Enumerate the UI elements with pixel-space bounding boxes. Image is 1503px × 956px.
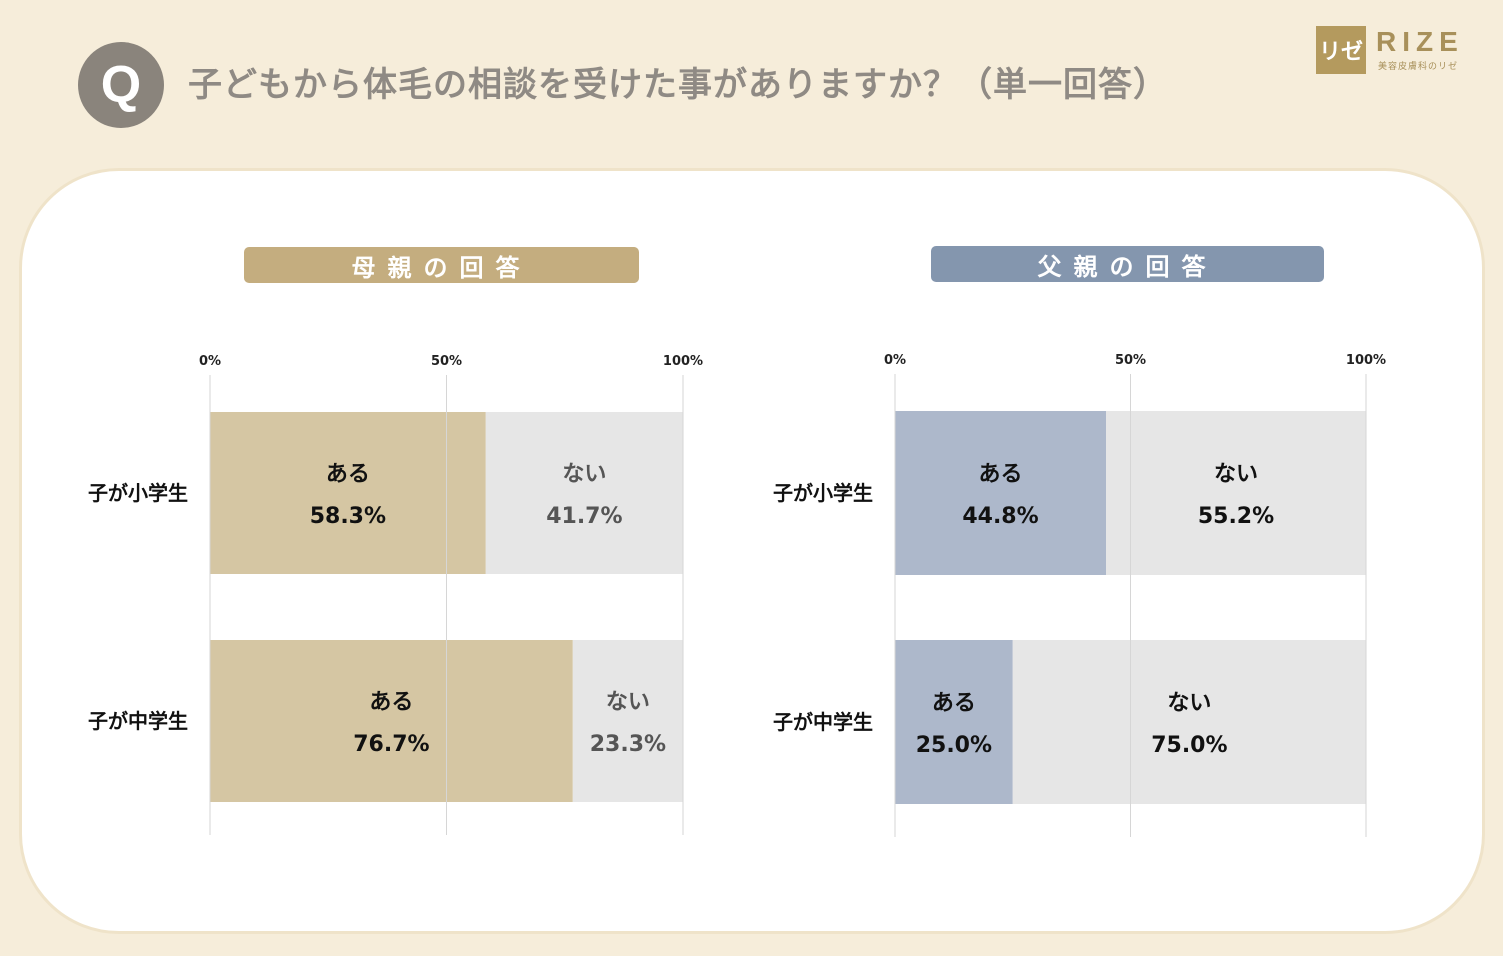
father-value-label: 44.8% (962, 504, 1038, 529)
mother-series-name-label: ある (326, 462, 370, 487)
mother-bar-0-1 (485, 412, 683, 574)
mother-category-label: 子が中学生 (88, 709, 188, 733)
mother-value-label: 76.7% (353, 732, 429, 757)
father-chart-header: 父親の回答 (931, 246, 1324, 282)
father-series-name-label: ある (932, 691, 976, 716)
mother-bar-1-0 (210, 640, 573, 802)
mother-series-name-label: ある (369, 690, 413, 715)
logo-mark: リゼ (1316, 26, 1366, 74)
question-title: 子どもから体毛の相談を受けた事がありますか？（単一回答） (188, 65, 1168, 105)
mother-chart-header: 母親の回答 (244, 247, 639, 283)
father-series-name-label: ない (1214, 462, 1258, 487)
father-category-label: 子が中学生 (773, 710, 873, 734)
father-tick-label: 100% (1346, 353, 1386, 368)
father-bar-1-1 (1012, 640, 1366, 804)
rize-logo: リゼ RIZE 美容皮膚科のリゼ (1316, 26, 1482, 74)
mother-value-label: 58.3% (310, 504, 386, 529)
mother-bar-1-1 (572, 640, 683, 802)
father-bar-0-1 (1106, 411, 1366, 575)
father-tick-label: 0% (884, 353, 906, 368)
mother-value-label: 23.3% (590, 732, 666, 757)
mother-series-name-label: ない (562, 462, 606, 487)
mother-tick-label: 100% (663, 354, 703, 369)
mother-category-label: 子が小学生 (88, 481, 188, 505)
mother-tick-label: 0% (199, 354, 221, 369)
father-value-label: 25.0% (916, 733, 992, 758)
mother-value-label: 41.7% (546, 504, 622, 529)
mother-series-name-label: ない (606, 690, 650, 715)
father-series-name-label: ない (1167, 691, 1211, 716)
father-category-label: 子が小学生 (773, 481, 873, 505)
mother-tick-label: 50% (431, 354, 462, 369)
logo-text: RIZE (1376, 26, 1464, 57)
father-bar-1-0 (895, 640, 1013, 804)
mother-bar-0-0 (210, 412, 486, 574)
logo-subtitle: 美容皮膚科のリゼ (1378, 62, 1459, 72)
father-bar-0-0 (895, 411, 1107, 575)
question-icon: Q (78, 42, 164, 128)
father-tick-label: 50% (1115, 353, 1146, 368)
father-series-name-label: ある (978, 462, 1022, 487)
father-value-label: 55.2% (1198, 504, 1274, 529)
father-value-label: 75.0% (1151, 733, 1227, 758)
